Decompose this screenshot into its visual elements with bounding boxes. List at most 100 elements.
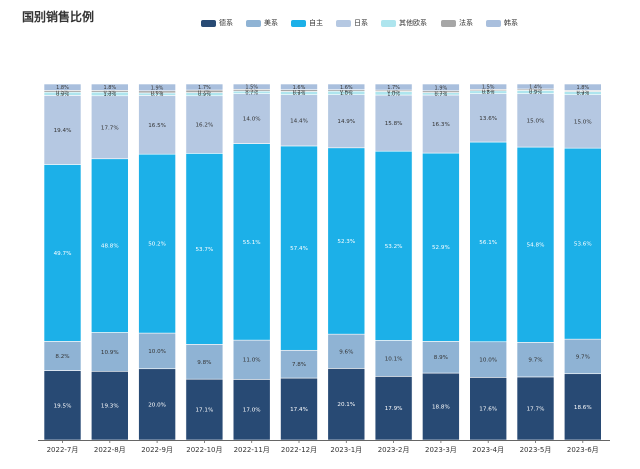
bar-segment [422,83,460,92]
data-label: 11.0% [243,358,261,364]
bar-segment [232,143,271,341]
legend-label: 德系 [219,19,233,27]
data-label: 20.0% [148,402,166,408]
bar-segment [422,341,460,374]
data-label: 1.0% [387,91,400,97]
data-label: 0.9% [576,91,589,97]
bar-segment [516,376,555,441]
data-label: 0.5% [103,89,116,95]
x-tick-label: 2023-1月 [330,446,362,454]
legend-label: 美系 [264,19,278,27]
data-label: 0.4% [340,88,353,94]
data-label: 52.9% [432,245,450,251]
bar-segment [91,83,129,91]
data-label: 19.4% [54,128,72,134]
legend-label: 日系 [354,19,368,27]
data-label: 1.8% [103,85,116,91]
bar-segment [563,338,602,375]
data-label: 1.8% [576,85,589,91]
data-label: 0.9% [56,92,69,98]
data-label: 49.7% [54,251,72,257]
bar-segment [422,152,460,342]
legend-item: 其他欧系 [381,18,427,28]
data-label: 0.4% [482,88,495,94]
bar-segment [91,332,129,372]
bar-segment [185,344,224,380]
data-label: 1.9% [435,85,448,91]
data-label: 1.7% [387,85,400,91]
data-label: 20.1% [337,402,355,408]
legend-swatch [246,19,261,27]
x-tick-label: 2022-11月 [234,446,270,454]
data-label: 0.8% [482,90,495,96]
data-label: 17.7% [101,125,119,131]
bar-segment [91,158,129,333]
bar-segment [232,339,271,380]
legend-item: 韩系 [486,18,518,28]
bar-segment [138,83,176,92]
bar-segment [185,153,224,345]
data-label: 1.8% [56,85,69,91]
data-label: 54.8% [527,243,545,249]
data-label: 10.9% [101,350,119,356]
bar-segment [43,164,82,342]
x-tick-label: 2023-3月 [425,446,457,454]
bar-segment [374,83,413,91]
data-label: 0.7% [198,89,211,95]
data-label: 0.5% [435,90,448,96]
data-label: 0.5% [245,88,258,94]
data-label: 18.8% [432,405,450,411]
bar-segment [138,332,176,370]
bar-segment [563,83,602,91]
legend-item: 日系 [336,18,368,28]
bar-segment [43,83,82,91]
chart-title: 国别销售比例 [22,10,95,24]
x-tick-label: 2023-2月 [378,446,410,454]
data-label: 0.4% [529,88,542,94]
data-label: 8.9% [434,355,448,361]
data-label: 16.3% [432,122,450,128]
data-label: 52.3% [337,239,355,245]
data-label: 15.8% [385,121,403,127]
data-label: 0.3% [576,89,589,95]
data-label: 17.7% [527,406,545,412]
legend-label: 韩系 [504,19,518,27]
data-label: 17.9% [385,406,403,412]
bar-segment [280,94,318,147]
data-label: 16.5% [148,123,166,129]
legend-swatch [291,19,306,27]
x-tick-label: 2022-12月 [281,446,317,454]
data-label: 8.2% [55,354,69,360]
data-label: 1.5% [245,85,258,91]
data-label: 17.1% [196,408,214,414]
data-label: 57.4% [290,246,308,252]
bar-segment [280,83,318,90]
data-label: 0.9% [293,91,306,97]
data-label: 1.6% [293,85,306,91]
bar-segment [280,377,318,441]
bar-segment [516,93,555,148]
x-tick-label: 2022-9月 [141,446,173,454]
data-label: 55.1% [243,240,261,246]
bar-segment [138,153,176,334]
bar-segment [43,341,82,371]
bar-segment [232,379,271,441]
data-label: 16.2% [196,123,214,129]
bar-segment [374,376,413,441]
bar-segment [43,95,82,165]
bar-segment [422,94,460,154]
bar-segment [469,83,508,90]
data-label: 56.1% [479,240,497,246]
bar-segment [91,370,129,441]
data-label: 0.6% [151,90,164,96]
x-tick-label: 2022-8月 [94,446,126,454]
bar-segment [280,145,318,351]
bar-segment [280,349,318,379]
bar-segment [469,377,508,441]
data-label: 0.7% [435,92,448,98]
legend-swatch [381,19,396,27]
bar-segment [374,340,413,377]
data-label: 9.7% [576,354,590,360]
data-label: 19.5% [54,403,72,409]
data-label: 0.7% [245,90,258,96]
